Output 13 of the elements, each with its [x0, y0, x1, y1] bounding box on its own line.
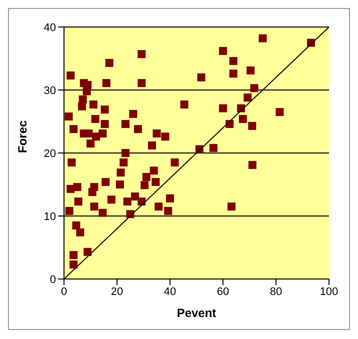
y-tick-label: 40 [44, 22, 56, 34]
y-tick-label: 10 [44, 210, 56, 223]
x-axis-title: Pevent [176, 306, 216, 320]
y-axis-title: Forec [15, 120, 30, 153]
x-tick-label: 0 [60, 286, 68, 298]
y-tick-label: 0 [50, 274, 56, 286]
x-tick-label: 100 [320, 286, 338, 298]
y-tick-label: 20 [44, 148, 56, 160]
x-tick-label: 40 [164, 286, 176, 298]
x-tick-label: 20 [110, 286, 124, 298]
x-tick-label: 80 [270, 286, 282, 298]
y-tick-label: 30 [44, 84, 56, 97]
x-tick-label: 60 [216, 286, 230, 298]
